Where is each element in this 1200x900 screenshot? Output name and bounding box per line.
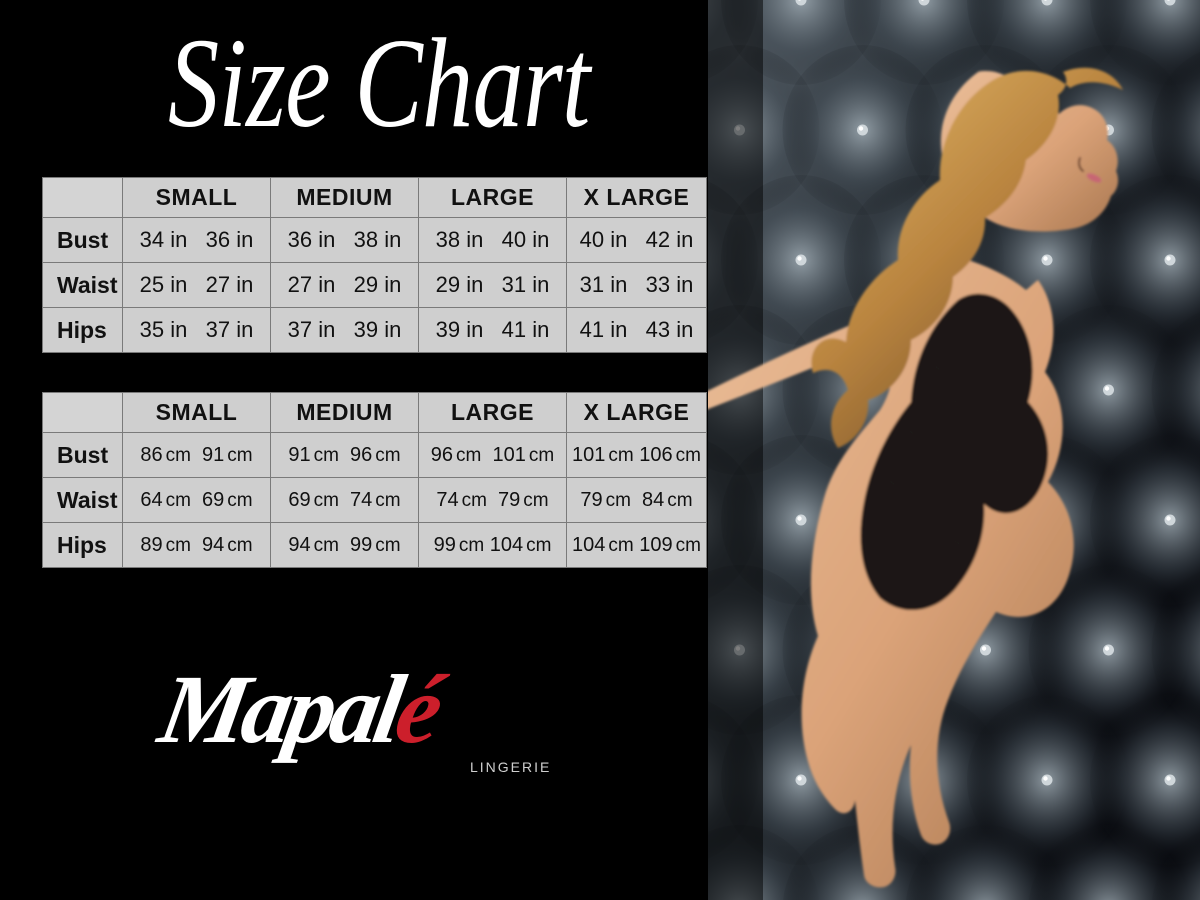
svg-text:Mapalé: Mapalé xyxy=(150,656,454,764)
svg-text:LINGERIE: LINGERIE xyxy=(470,759,551,775)
